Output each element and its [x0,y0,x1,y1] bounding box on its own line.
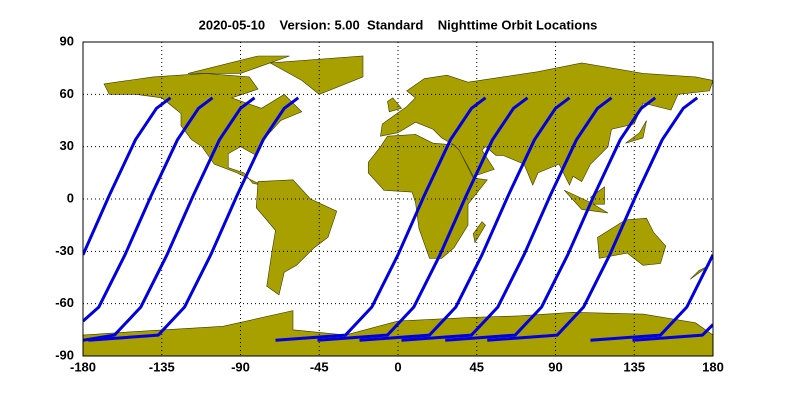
y-tick-label: 30 [60,138,74,153]
x-tick-label: -180 [70,359,96,374]
continents [83,56,713,356]
y-tick-label: -30 [55,243,74,258]
orbit-track [83,96,172,256]
orbit-track [83,96,256,342]
orbit-track [83,96,214,323]
tick-labels: -180 -135 -90 -45 0 45 90 135 180 -90 -60 -30 0 30 60 9… [55,33,724,374]
x-tick-label: 90 [548,359,562,374]
x-tick-label: 135 [623,359,645,374]
x-tick-label: -90 [231,359,250,374]
x-tick-label: -45 [310,359,329,374]
orbit-track [275,96,487,342]
orbit-tracks [83,96,713,342]
x-tick-label: 0 [394,359,401,374]
orbit-track [590,254,713,342]
chart-title: 2020-05-10 Version: 5.00 Standard Nightt… [199,17,598,32]
orbit-track [359,96,571,342]
orbit-track [487,96,699,342]
x-tick-label: 180 [702,359,724,374]
y-tick-label: 0 [67,190,74,205]
plot-frame [82,41,714,357]
y-tick-label: -60 [55,295,74,310]
orbit-track [88,96,300,342]
orbit-track [317,96,529,342]
y-tick-label: -90 [55,347,74,362]
x-tick-label: -135 [149,359,175,374]
orbit-track [632,323,713,342]
orbit-track [445,96,657,342]
y-tick-label: 60 [60,86,74,101]
x-tick-label: 45 [470,359,484,374]
orbit-track [401,96,613,342]
y-tick-label: 90 [60,33,74,48]
